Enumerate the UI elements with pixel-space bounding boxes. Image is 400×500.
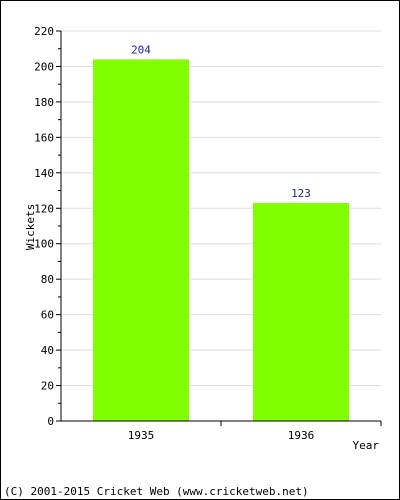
bars [93, 59, 349, 421]
y-tick-label-160: 160 [34, 131, 54, 144]
y-tick-label-0: 0 [47, 415, 54, 428]
y-tick-label-40: 40 [41, 344, 54, 357]
y-tick-label-180: 180 [34, 96, 54, 109]
bar-1935 [93, 59, 189, 421]
y-tick-label-120: 120 [34, 202, 54, 215]
data-label-1935: 204 [131, 43, 151, 56]
y-tick-label-200: 200 [34, 60, 54, 73]
x-tick-label-1935: 1935 [128, 429, 155, 442]
axes [56, 30, 382, 426]
x-axis-title: Year [353, 439, 380, 452]
y-axis-title: Wickets [24, 204, 37, 250]
y-tick-label-80: 80 [41, 273, 54, 286]
y-tick-label-20: 20 [41, 380, 54, 393]
y-tick-label-140: 140 [34, 167, 54, 180]
y-tick-label-220: 220 [34, 25, 54, 38]
copyright-footer: (C) 2001-2015 Cricket Web (www.cricketwe… [4, 485, 309, 498]
x-tick-label-1936: 1936 [288, 429, 315, 442]
data-label-1936: 123 [291, 187, 311, 200]
bar-1936 [253, 202, 349, 421]
y-tick-label-100: 100 [34, 238, 54, 251]
y-tick-label-60: 60 [41, 309, 54, 322]
labels: 0 20 40 60 80 100 120 140 160 180 200 220 204 1935 123… [34, 25, 314, 442]
